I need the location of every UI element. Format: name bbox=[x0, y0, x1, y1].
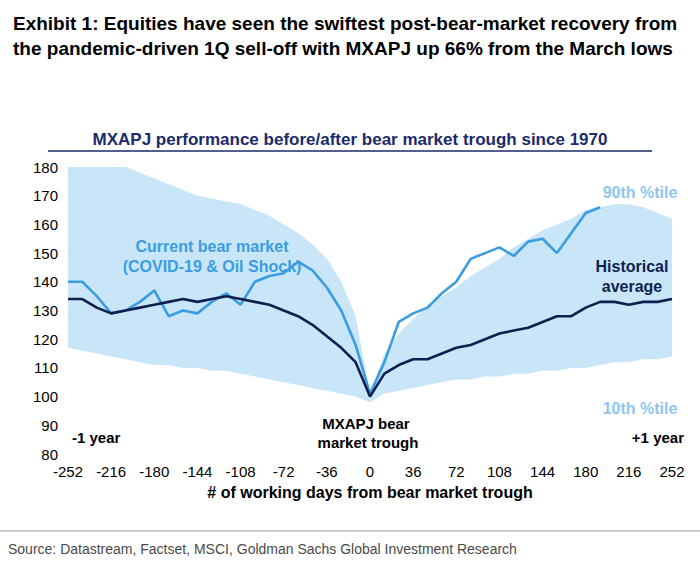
svg-text:-72: -72 bbox=[273, 463, 295, 480]
svg-text:# of working days from bear ma: # of working days from bear market troug… bbox=[207, 484, 532, 501]
svg-text:180: 180 bbox=[573, 463, 598, 480]
svg-text:-108: -108 bbox=[226, 463, 256, 480]
svg-text:36: 36 bbox=[405, 463, 422, 480]
svg-text:90: 90 bbox=[41, 417, 58, 434]
svg-text:160: 160 bbox=[33, 216, 58, 233]
svg-text:216: 216 bbox=[616, 463, 641, 480]
svg-text:Historical: Historical bbox=[596, 258, 669, 275]
svg-text:150: 150 bbox=[33, 245, 58, 262]
svg-text:MXAPJ bear: MXAPJ bear bbox=[322, 415, 414, 432]
svg-text:90th %tile: 90th %tile bbox=[603, 184, 678, 201]
svg-text:-36: -36 bbox=[316, 463, 338, 480]
svg-text:average: average bbox=[602, 278, 663, 295]
svg-text:110: 110 bbox=[34, 359, 58, 376]
svg-text:10th %tile: 10th %tile bbox=[603, 400, 678, 417]
svg-text:0: 0 bbox=[366, 463, 374, 480]
svg-text:Current bear market: Current bear market bbox=[136, 238, 290, 255]
svg-text:120: 120 bbox=[33, 331, 58, 348]
svg-text:Source: Datastream, Factset, M: Source: Datastream, Factset, MSCI, Goldm… bbox=[8, 541, 517, 557]
svg-text:72: 72 bbox=[448, 463, 465, 480]
svg-text:252: 252 bbox=[659, 463, 684, 480]
svg-text:market trough: market trough bbox=[318, 434, 419, 451]
svg-text:the pandemic-driven 1Q sell-of: the pandemic-driven 1Q sell-off with MXA… bbox=[13, 38, 673, 59]
svg-text:144: 144 bbox=[530, 463, 555, 480]
svg-text:100: 100 bbox=[33, 388, 58, 405]
svg-text:Exhibit 1: Equities have seen: Exhibit 1: Equities have seen the swifte… bbox=[13, 13, 682, 34]
svg-text:-252: -252 bbox=[53, 463, 83, 480]
svg-text:+1 year: +1 year bbox=[632, 429, 684, 446]
svg-text:170: 170 bbox=[33, 187, 58, 204]
svg-text:(COVID-19 & Oil Shock): (COVID-19 & Oil Shock) bbox=[123, 258, 302, 275]
svg-text:MXAPJ performance before/after: MXAPJ performance before/after bear mark… bbox=[93, 130, 608, 149]
svg-text:-144: -144 bbox=[182, 463, 212, 480]
svg-text:108: 108 bbox=[487, 463, 512, 480]
svg-text:-216: -216 bbox=[96, 463, 126, 480]
svg-text:140: 140 bbox=[33, 273, 58, 290]
svg-text:-1 year: -1 year bbox=[72, 429, 121, 446]
svg-text:130: 130 bbox=[33, 302, 58, 319]
svg-text:-180: -180 bbox=[139, 463, 169, 480]
svg-text:180: 180 bbox=[33, 159, 58, 176]
svg-text:80: 80 bbox=[41, 446, 58, 463]
